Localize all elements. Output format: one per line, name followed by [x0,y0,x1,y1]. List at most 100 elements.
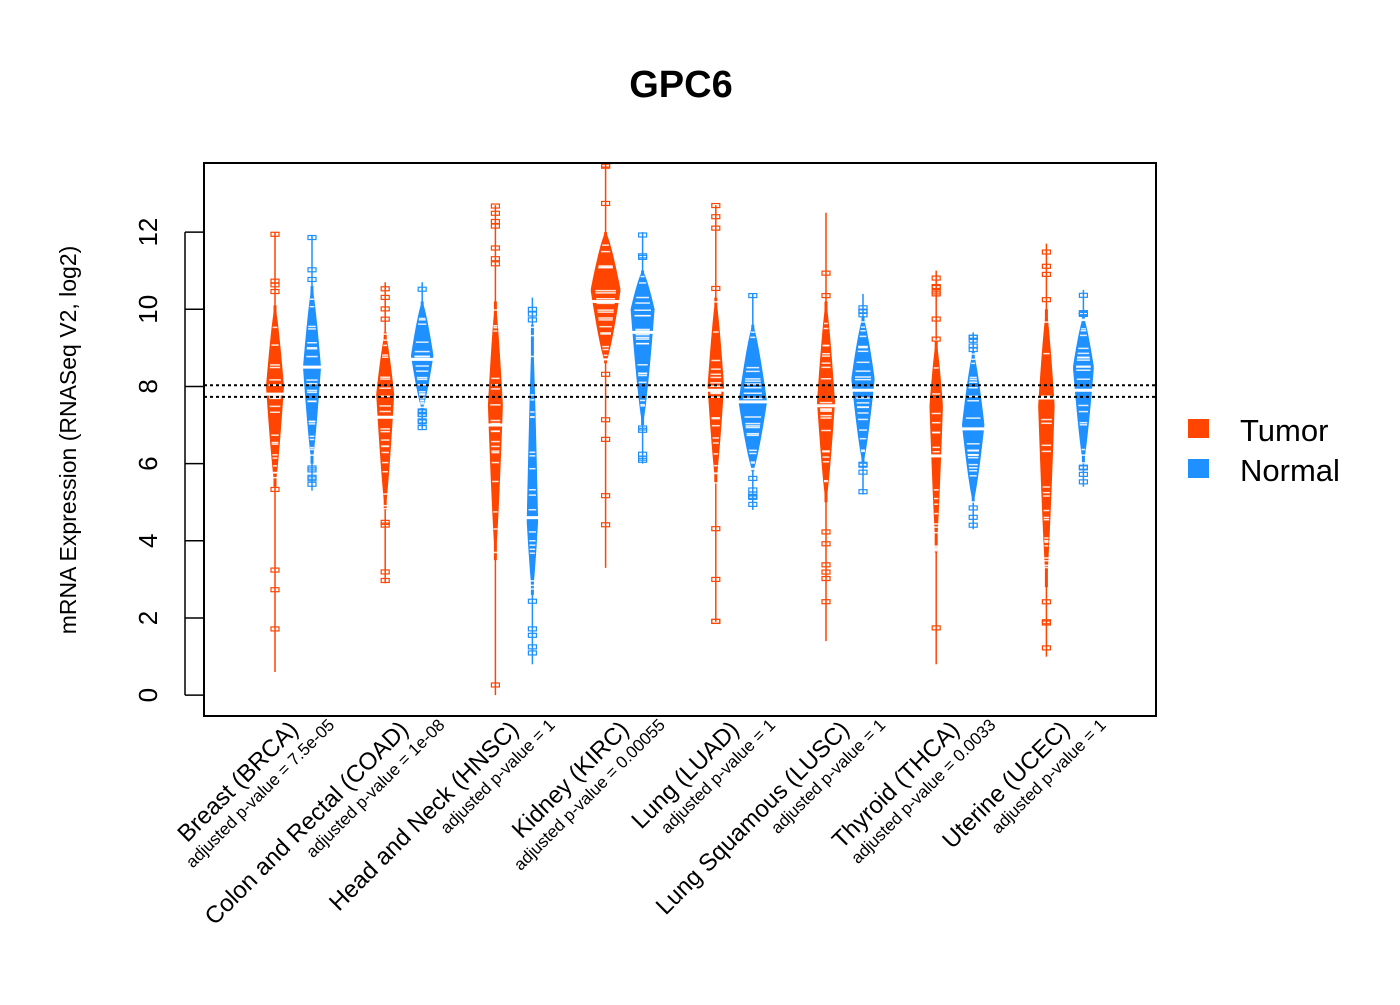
violin-normal-outlier-mark [858,462,868,468]
violin-tumor-outlier-mark [490,223,500,229]
violin-normal-outlier-mark [1078,292,1089,298]
violin-tumor [264,231,286,673]
violin-normal-outlier-mark [527,311,538,317]
violin-tumor-outlier-mark [711,214,721,220]
violin-tumor [486,203,505,696]
violin-tumor-outlier-mark [931,283,941,290]
violin-tumor-outlier-mark [600,417,611,423]
y-tick-label: 4 [133,534,163,548]
violin-normal-body [962,351,985,503]
reference-lines [204,384,1156,398]
violin-tumor-outlier-mark [931,275,941,281]
violin-tumor-outlier-mark [270,486,280,493]
violin-tumor [815,212,837,642]
violin-normal-outlier-mark [858,489,868,495]
violin-normal [850,293,876,495]
violin-tumor-outlier-mark [600,371,611,377]
violin-tumor-outlier-mark [711,285,721,292]
violin-normal-outlier-mark [637,451,648,457]
violin-tumor-outlier-mark [380,522,390,528]
y-axis: 0 2 4 6 8 10 12 [133,218,204,702]
y-tick-label: 6 [133,456,163,470]
violin-normal [409,282,435,431]
violin-tumor-outlier-mark [821,529,831,535]
violin-tumor-outlier-mark [490,261,500,267]
violin-normal-outlier-mark [1078,479,1089,485]
violin-tumor-body [376,332,395,510]
violin-normal-outlier-mark [307,234,317,241]
plot-frame [203,162,1157,717]
violin-normal-body [303,286,321,464]
violin-tumor-outlier-mark [1041,645,1052,651]
violin-tumor-outlier-mark [600,200,611,207]
violin-normal-outlier-mark [307,481,317,487]
violin-normal [524,297,541,665]
violin-tumor-outlier-mark [711,225,721,231]
violin-normal-outlier-mark [748,292,758,299]
violin-normal [1072,289,1094,487]
violin-tumor-outlier-mark [821,541,831,547]
y-tick-label: 2 [133,611,163,625]
violin-tumor-outlier-mark [490,256,500,262]
violin-normal-body [526,324,539,595]
violin-tumor-outlier-mark [711,576,721,583]
violin-tumor-outlier-mark [490,245,500,251]
violin-normal [736,292,770,510]
violin-normal-body [630,270,655,426]
violin-tumor-outlier-mark [931,336,941,342]
violin-tumor-outlier-mark [1041,263,1052,269]
violin-normal-outlier-mark [527,650,538,656]
violin-normal-outlier-mark [637,232,648,238]
violin-tumor-outlier-mark [600,493,611,499]
violin-normal-outlier-mark [968,505,978,511]
violin-normal-outlier-mark [527,644,538,650]
violin-tumor-outlier-mark [931,625,941,631]
violin-tumor-outlier-mark [380,306,390,312]
violin-tumor-outlier-mark [380,286,390,292]
violin-tumor-outlier-mark [490,682,500,688]
violin-tumor [705,202,726,625]
violin-normal-outlier-mark [307,476,317,482]
violin-normal-outlier-mark [1078,310,1089,316]
violin-tumor-outlier-mark [821,569,831,575]
chart-title: GPC6 [629,64,732,106]
violin-normal-outlier-mark [527,306,538,312]
violin-normal-outlier-mark [417,409,427,415]
violin-normal-outlier-mark [637,254,648,260]
violin-tumor-outlier-mark [490,203,500,209]
violin-normal-outlier-mark [858,305,868,311]
y-tick-label: 10 [133,295,163,324]
violin-tumor-outlier-mark [711,618,721,625]
violin-normal-outlier-mark [968,346,978,353]
violin-normal-outlier-mark [307,467,317,473]
violin-tumor-outlier-mark [821,270,831,276]
violin-normal [960,332,987,530]
violin-tumor-outlier-mark [1041,249,1052,255]
violin-normal-outlier-mark [307,276,317,283]
violin-normal-outlier-mark [527,317,538,323]
violin-tumor-outlier-mark [821,575,831,582]
violin-tumor [590,162,621,568]
violin-tumor-outlier-mark [270,626,280,632]
violin-normal-outlier-mark [858,469,868,475]
violin-normal-outlier-mark [858,312,868,318]
violin-tumor-outlier-mark [270,231,280,237]
violin-tumor-outlier-mark [270,278,280,284]
violin-normal-outlier-mark [527,598,538,604]
legend-swatch-tumor [1188,419,1209,438]
violin-tumor-outlier-mark [600,436,611,442]
violin-tumor-outlier-mark [380,316,390,322]
violin-tumor-outlier-mark [931,291,941,297]
violins [264,162,1094,696]
violin-normal-outlier-mark [417,286,427,292]
legend-label-tumor: Tumor [1240,413,1328,448]
violin-tumor-outlier-mark [270,567,280,573]
legend: Tumor Normal [1188,413,1340,488]
violin-normal-outlier-mark [968,334,978,340]
violin-tumor-outlier-mark [931,316,941,322]
violin-tumor-outlier-mark [821,599,831,605]
violin-normal-outlier-mark [968,337,978,343]
violin-tumor-outlier-mark [711,202,721,209]
violin-normal-outlier-mark [748,475,758,482]
